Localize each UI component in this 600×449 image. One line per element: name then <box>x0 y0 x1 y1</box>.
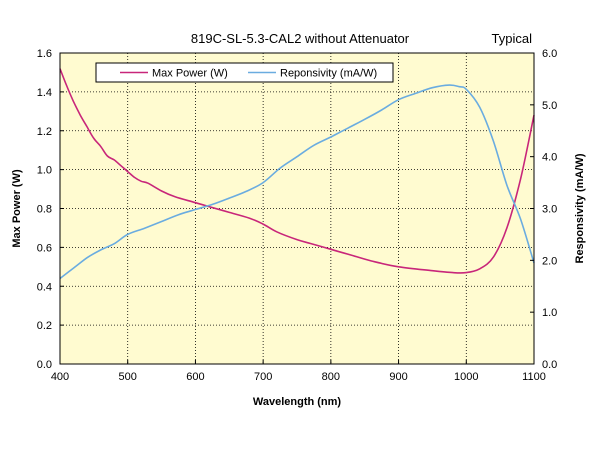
y-left-tick-label: 0.6 <box>37 242 52 254</box>
x-tick-label: 400 <box>51 371 69 383</box>
legend-label-max-power: Max Power (W) <box>152 68 228 80</box>
legend: Max Power (W) Reponsivity (mA/W) <box>95 62 394 83</box>
y-right-tick-label: 6.0 <box>542 48 557 60</box>
x-axis-ticks: 400 500 600 700 800 900 1000 1100 <box>51 360 546 383</box>
chart-subtitle: Typical <box>492 31 533 46</box>
series-layer <box>59 68 535 280</box>
y-left-tick-label: 0.4 <box>37 281 52 293</box>
x-tick-label: 700 <box>254 371 272 383</box>
y-left-tick-label: 0.0 <box>37 359 52 371</box>
y-left-tick-label: 0.2 <box>37 320 52 332</box>
y-left-tick-label: 1.6 <box>37 48 52 60</box>
y-right-axis-ticks: 0.0 1.0 2.0 3.0 4.0 5.0 6.0 <box>530 48 557 371</box>
y-left-tick-label: 0.8 <box>37 204 52 216</box>
x-tick-label: 800 <box>322 371 340 383</box>
y-right-axis-title: Responsivity (mA/W) <box>574 153 586 263</box>
x-tick-label: 600 <box>186 371 204 383</box>
legend-box <box>95 62 394 83</box>
y-left-tick-label: 1.0 <box>37 165 52 177</box>
x-tick-label: 500 <box>119 371 137 383</box>
y-right-tick-label: 1.0 <box>542 307 557 319</box>
x-tick-label: 900 <box>389 371 407 383</box>
y-right-tick-label: 4.0 <box>542 152 557 164</box>
x-axis-title: Wavelength (nm) <box>253 396 342 408</box>
y-left-axis-title: Max Power (W) <box>11 169 23 248</box>
x-tick-label: 1100 <box>522 371 546 383</box>
y-left-tick-label: 1.4 <box>37 87 52 99</box>
chart-title: 819C-SL-5.3-CAL2 without Attenuator <box>191 31 410 46</box>
y-left-tick-label: 1.2 <box>37 126 52 138</box>
series-line-max-power <box>59 68 535 274</box>
y-left-axis-ticks: 0.0 0.2 0.4 0.6 0.8 1.0 1.2 1.4 1.6 <box>37 48 64 371</box>
y-right-tick-label: 3.0 <box>542 204 557 216</box>
y-right-tick-label: 0.0 <box>542 359 557 371</box>
series-line-responsivity <box>59 84 535 280</box>
legend-label-responsivity: Reponsivity (mA/W) <box>280 68 377 80</box>
y-right-tick-label: 5.0 <box>542 100 557 112</box>
x-tick-label: 1000 <box>454 371 478 383</box>
y-right-tick-label: 2.0 <box>542 255 557 267</box>
